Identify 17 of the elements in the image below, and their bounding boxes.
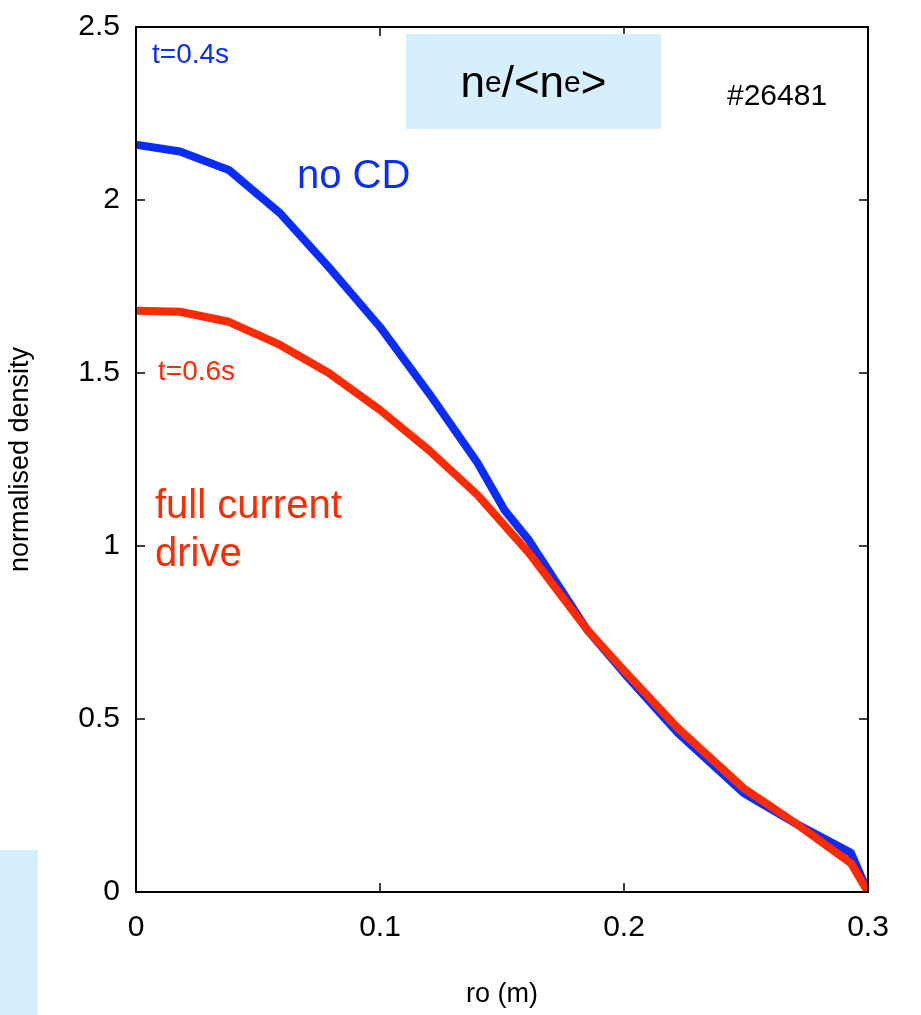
annotation: #26481 [727,78,828,112]
annotation: t=0.6s [158,355,236,387]
x-axis-title: ro (m) [466,978,538,1009]
y-axis-title: normalised density [3,346,34,573]
x-tick-label: 0 [127,909,145,943]
y-tick-label: 2.5 [78,8,120,42]
series-label: no CD [297,151,412,198]
y-tick-label: 1.5 [78,354,120,388]
x-tick-label: 0.2 [603,909,645,943]
y-tick-label: 0.5 [78,700,120,734]
x-tick-label: 0.3 [847,909,889,943]
y-tick-label: 1 [103,527,120,561]
annotation: t=0.4s [152,38,230,70]
y-tick-label: 2 [103,181,120,215]
y-tick-label: 0 [103,873,120,907]
x-tick-label: 0.1 [359,909,401,943]
series-label: full current drive [155,481,343,576]
